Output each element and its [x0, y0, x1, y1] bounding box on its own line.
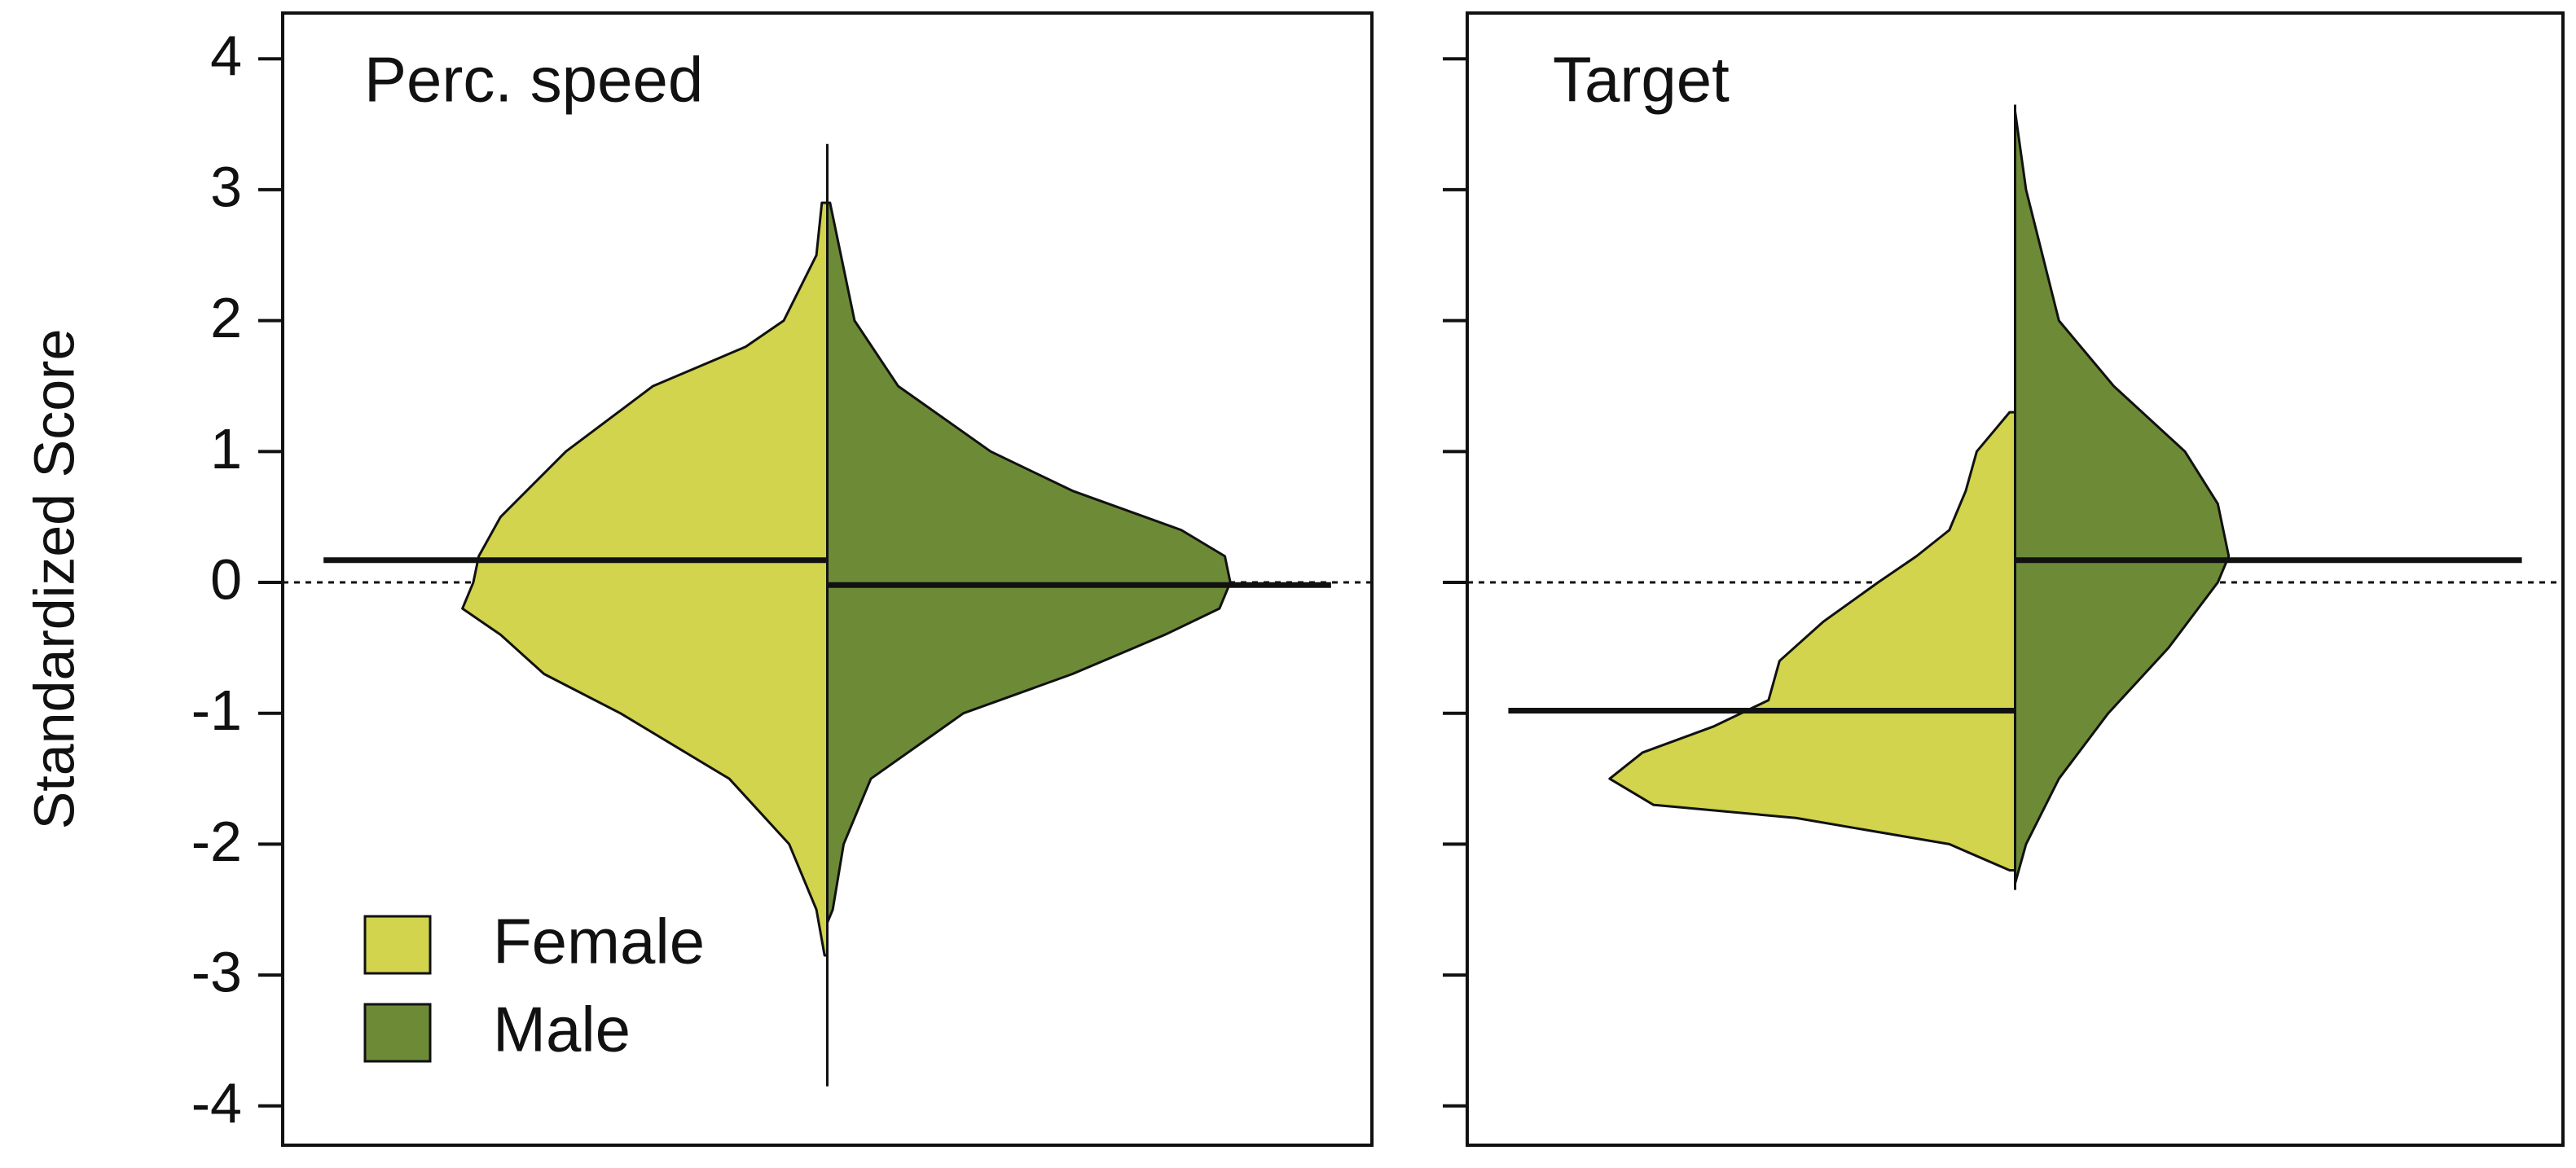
- panel-title: Target: [1553, 44, 1730, 116]
- panel-frame: [1466, 11, 2565, 1147]
- legend-swatch: [363, 915, 432, 975]
- y-tick-label: 0: [210, 548, 242, 612]
- y-tick-label: -1: [191, 678, 242, 742]
- y-tick-label: 2: [210, 286, 242, 349]
- panel-frame: [281, 11, 1374, 1147]
- y-tick-label: -3: [191, 941, 242, 1004]
- y-tick-label: 3: [210, 155, 242, 218]
- y-tick-label: 4: [210, 24, 242, 88]
- panel-title: Perc. speed: [364, 44, 703, 116]
- y-axis-label: Standardized Score: [22, 329, 86, 830]
- violin-half: [1608, 411, 2016, 872]
- violin-half: [2014, 110, 2231, 885]
- y-tick-label: 1: [210, 417, 242, 481]
- legend-swatch: [363, 1003, 432, 1063]
- legend-label: Male: [493, 994, 631, 1065]
- y-tick-label: -2: [191, 810, 242, 873]
- y-tick-label: -4: [191, 1071, 242, 1135]
- violin-half: [461, 201, 829, 957]
- legend-label: Female: [493, 906, 705, 977]
- violin-half: [826, 201, 1232, 924]
